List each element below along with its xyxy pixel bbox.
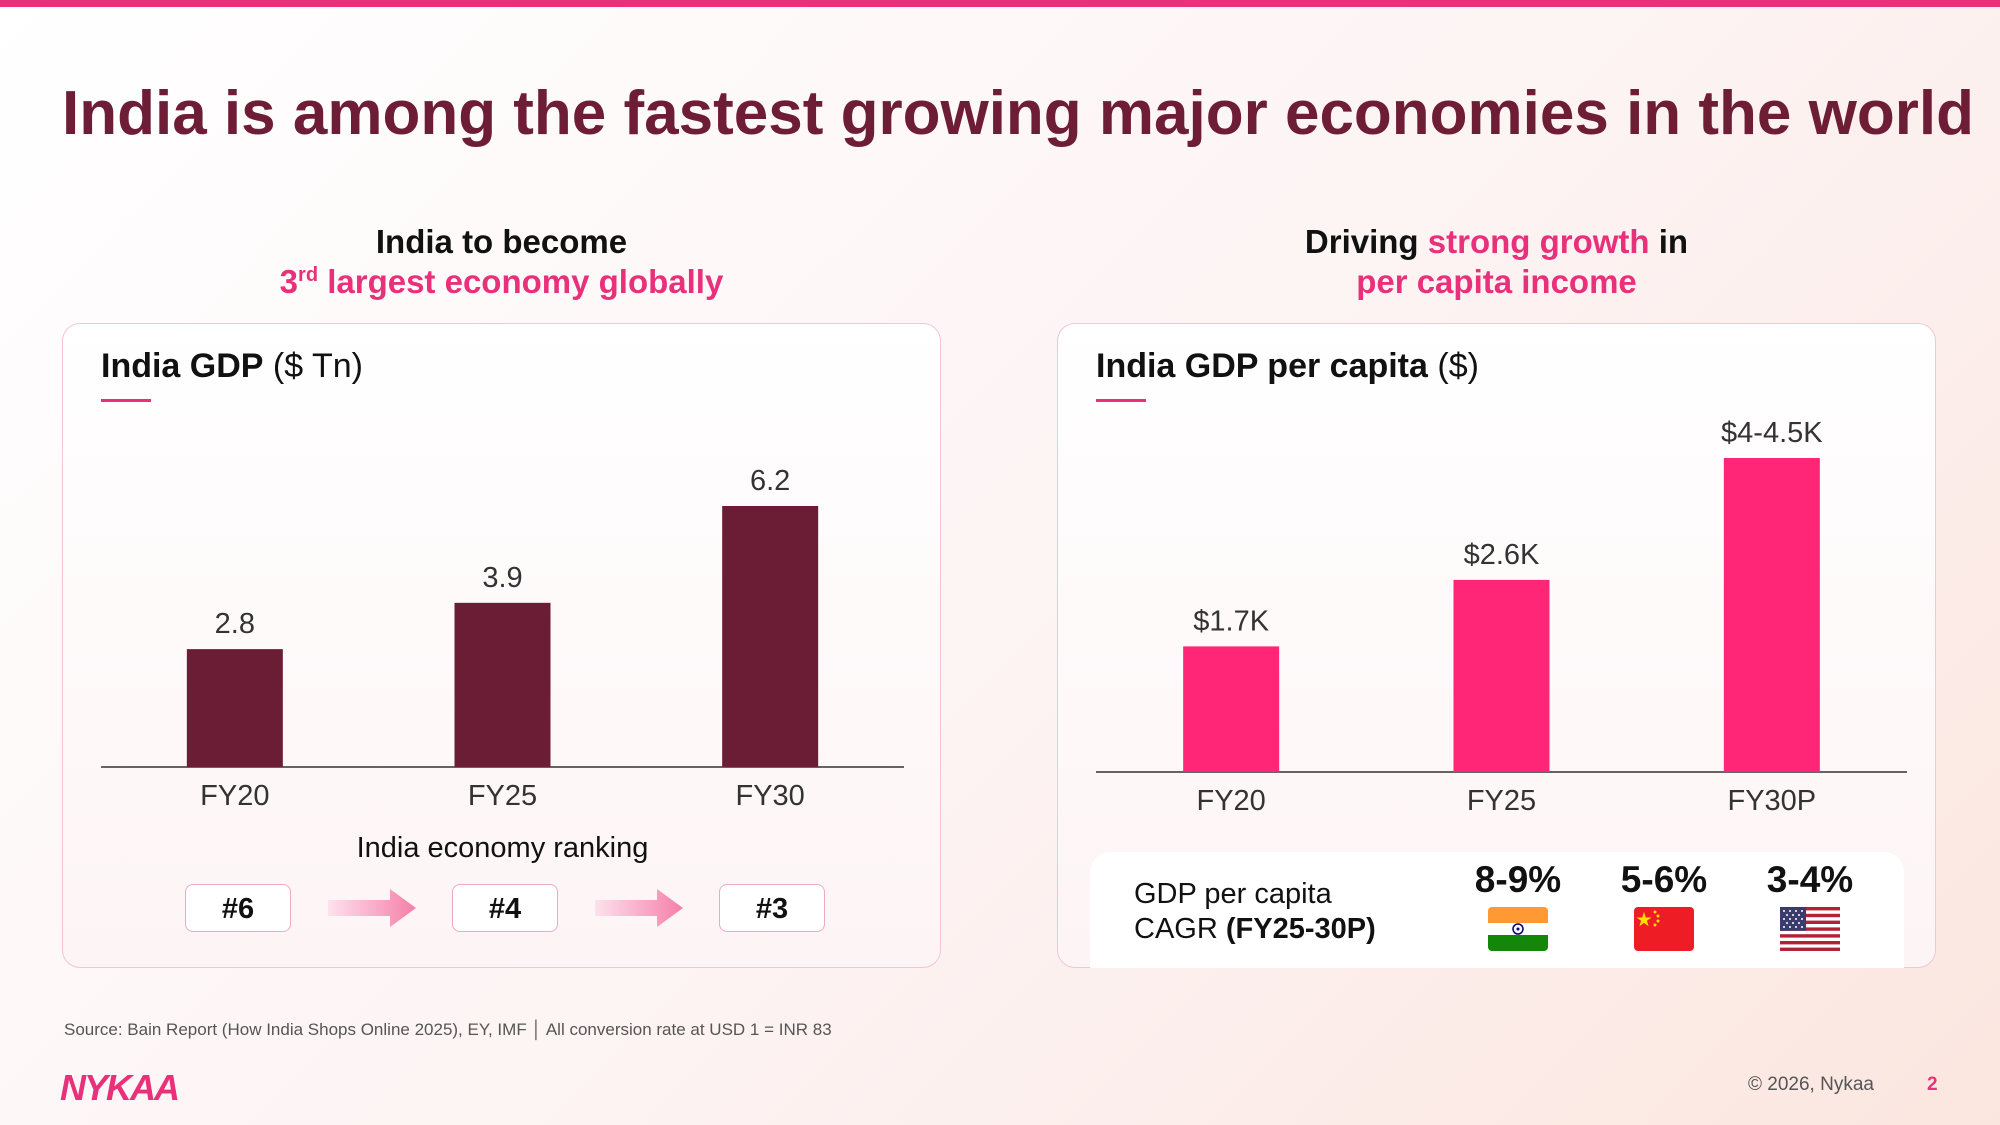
rank-ordinal: rd: [298, 264, 319, 286]
cagr-value-usa: 3-4%: [1766, 859, 1854, 900]
usa-flag-icon: [1780, 907, 1840, 951]
cagr-item-usa: 3-4%: [1755, 859, 1865, 951]
cagr-label-line2: CAGR (FY25-30P): [1134, 912, 1376, 947]
copyright: © 2026, Nykaa: [1748, 1074, 1874, 1095]
cagr-item-china: 5-6%: [1609, 859, 1719, 951]
left-heading-line1: India to become: [375, 223, 628, 260]
data-label-fy30: 6.2: [750, 465, 790, 497]
gdp-card-title-bold: India GDP: [101, 347, 264, 385]
left-heading-line2: 3rd largest economy globally: [62, 262, 941, 302]
x-tick-label-fy25: FY25: [1467, 785, 1536, 817]
x-tick-label-fy20: FY20: [1197, 785, 1266, 817]
china-flag-icon: [1634, 907, 1694, 951]
cagr-panel: GDP per capita CAGR (FY25-30P) 8-9% 5-6%…: [1090, 852, 1904, 968]
cagr-label: GDP per capita CAGR (FY25-30P): [1134, 877, 1376, 947]
data-label-fy20: 2.8: [215, 608, 255, 640]
right-heading-highlight: strong growth: [1427, 223, 1650, 260]
arrow-right-icon: [328, 889, 416, 927]
left-heading-rest: largest economy globally: [327, 263, 724, 300]
bar-fy30p: [1723, 458, 1820, 772]
bar-fy25: [1453, 579, 1550, 772]
gdp-card-title: India GDP ($ Tn): [101, 347, 363, 386]
right-heading-part3: in: [1658, 223, 1689, 260]
cagr-label-line1: GDP per capita: [1134, 878, 1332, 910]
page-number: 2: [1927, 1074, 1938, 1095]
x-tick-label-fy25: FY25: [468, 780, 537, 812]
bar-fy20: [186, 649, 283, 767]
cagr-item-india: 8-9%: [1463, 859, 1573, 951]
right-heading-line2: per capita income: [1356, 263, 1637, 300]
bar-fy20: [1183, 646, 1280, 772]
source-note: Source: Bain Report (How India Shops Onl…: [64, 1020, 832, 1039]
per-capita-bar-chart: $1.7K FY20 $2.6K FY25 $4-4.5K FY30P: [1096, 417, 1907, 817]
gdp-card-title-unit: ($ Tn): [272, 347, 363, 385]
per-capita-card-title: India GDP per capita ($): [1096, 347, 1479, 386]
india-flag-icon: [1488, 907, 1548, 951]
gdp-card: India GDP ($ Tn) 2.8 FY20 3.9 FY25 6.2 FY30 I…: [62, 323, 941, 968]
arrow-right-icon: [595, 889, 683, 927]
left-heading: India to become 3rd largest economy glob…: [62, 222, 941, 302]
cagr-value-china: 5-6%: [1620, 859, 1708, 900]
x-tick-label-fy20: FY20: [200, 780, 269, 812]
nykaa-logo: NYKAA: [60, 1067, 180, 1108]
bar-fy25: [454, 602, 551, 767]
data-label-fy25: 3.9: [482, 562, 522, 594]
rank-number: 3: [279, 263, 299, 300]
per-capita-title-bold: India GDP per capita: [1096, 347, 1428, 385]
rank-box-fy30: #3: [719, 884, 825, 932]
gdp-bar-chart: 2.8 FY20 3.9 FY25 6.2 FY30: [101, 465, 904, 812]
x-tick-label-fy30p: FY30P: [1727, 785, 1816, 817]
gdp-title-underline: [101, 399, 151, 402]
top-accent-bar: [0, 0, 2000, 7]
data-label-fy20: $1.7K: [1193, 605, 1269, 637]
data-label-fy30p: $4-4.5K: [1721, 417, 1823, 449]
right-heading-part1: Driving: [1304, 223, 1419, 260]
ranking-label: India economy ranking: [356, 832, 649, 864]
per-capita-title-underline: [1096, 399, 1146, 402]
per-capita-title-unit: ($): [1437, 347, 1479, 385]
rank-box-fy25: #4: [452, 884, 558, 932]
x-tick-label-fy30: FY30: [736, 780, 805, 812]
data-label-fy25: $2.6K: [1464, 539, 1540, 571]
bar-fy30: [722, 506, 819, 767]
cagr-label-period: (FY25-30P): [1225, 913, 1376, 945]
rank-box-fy20: #6: [185, 884, 291, 932]
cagr-value-india: 8-9%: [1474, 859, 1562, 900]
cagr-label-prefix: CAGR: [1134, 913, 1218, 945]
right-heading-line1: Driving strong growth in: [1057, 222, 1936, 262]
right-heading: Driving strong growth in per capita inco…: [1057, 222, 1936, 302]
slide-title: India is among the fastest growing major…: [62, 79, 1974, 148]
